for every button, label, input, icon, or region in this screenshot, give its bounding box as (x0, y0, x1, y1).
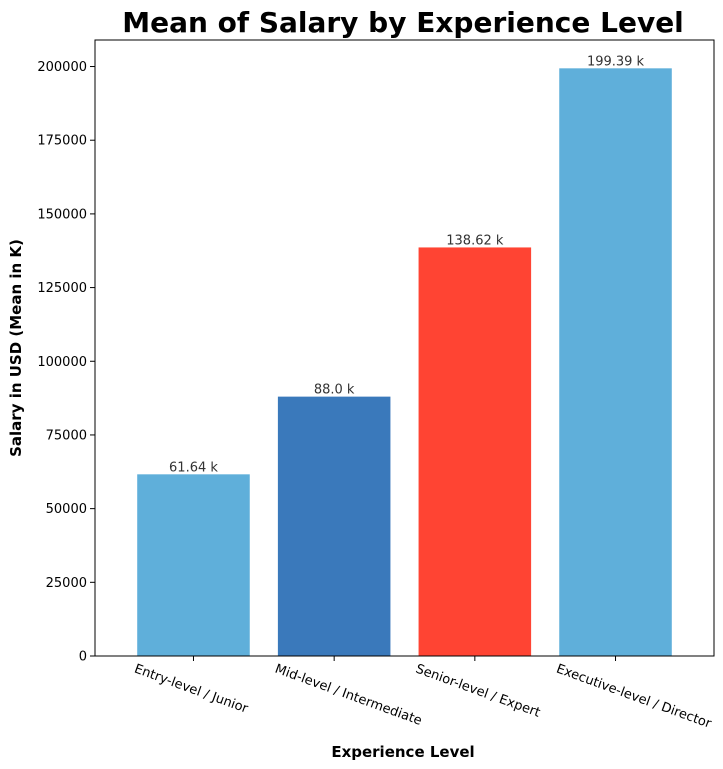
data-label-4: 199.39 k (587, 54, 645, 69)
y-tick-label-2: 50000 (46, 502, 87, 517)
data-label-2: 88.0 k (314, 383, 355, 398)
x-tick-label-1: Entry-level / Junior (132, 662, 250, 717)
y-tick-label-6: 150000 (37, 207, 87, 222)
y-tick-label-1: 25000 (46, 576, 87, 591)
x-axis: Entry-level / Junior Mid-level / Intermed… (132, 656, 714, 732)
x-tick-label-3: Senior-level / Expert (413, 662, 542, 721)
chart-title: Mean of Salary by Experience Level (122, 6, 684, 39)
bar-2 (277, 396, 391, 656)
y-tick-label-5: 125000 (37, 281, 87, 296)
y-tick-label-7: 175000 (37, 134, 87, 149)
plot-frame (94, 39, 715, 657)
data-label-3: 138.62 k (446, 233, 504, 248)
bars-group (137, 68, 672, 656)
x-axis-label: Experience Level (331, 743, 474, 761)
y-axis: 0 25000 50000 75000 100000 125000 150000 175000… (37, 60, 95, 665)
y-axis-label: Salary in USD (Mean in K) (7, 239, 25, 457)
bar-4 (559, 68, 672, 656)
bar-1 (137, 474, 250, 656)
data-labels-group: 61.64 k 88.0 k 138.62 k 199.39 k (169, 54, 645, 475)
y-tick-label-4: 100000 (37, 355, 87, 370)
data-label-1: 61.64 k (169, 460, 218, 475)
y-tick-label-3: 75000 (46, 428, 87, 443)
y-tick-label-8: 200000 (37, 60, 87, 75)
bar-3 (418, 247, 532, 656)
y-tick-label-0: 0 (79, 650, 87, 665)
x-tick-label-4: Executive-level / Director (554, 662, 714, 732)
x-tick-label-2: Mid-level / Intermediate (273, 662, 424, 729)
